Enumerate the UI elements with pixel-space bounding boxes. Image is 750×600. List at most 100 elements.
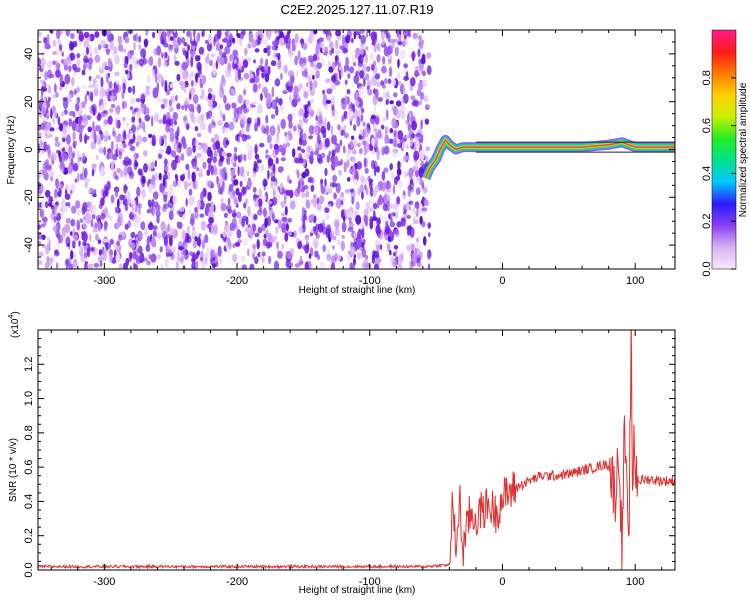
noise-speckle (265, 125, 269, 136)
noise-speckle (197, 107, 201, 113)
noise-speckle (267, 233, 272, 241)
noise-speckle (312, 74, 315, 80)
noise-speckle (158, 172, 162, 181)
snr-panel: -300 -200 -100 0 100 0.0 0.2 0.4 0.6 0.8 1.0 1.2 H… (8, 311, 676, 596)
noise-speckle (387, 32, 391, 43)
noise-speckle (305, 236, 310, 245)
noise-speckle (51, 152, 57, 162)
noise-speckle (353, 231, 358, 239)
noise-speckle (424, 118, 430, 125)
noise-speckle (277, 98, 283, 106)
noise-speckle (170, 150, 177, 158)
noise-speckle (204, 56, 210, 64)
noise-speckle (94, 31, 100, 38)
noise-speckle (147, 56, 153, 66)
noise-speckle (139, 252, 145, 263)
noise-speckle (415, 247, 421, 259)
noise-speckle (48, 169, 55, 177)
noise-speckle (237, 69, 242, 80)
noise-speckle (100, 39, 106, 49)
noise-speckle (246, 143, 252, 151)
noise-speckle (349, 188, 354, 193)
noise-speckle (396, 196, 401, 205)
noise-speckle (272, 212, 275, 222)
noise-speckle (155, 204, 161, 212)
noise-speckle (294, 33, 299, 44)
noise-speckle (60, 111, 65, 117)
noise-speckle (188, 188, 193, 196)
colorbar-tick-label: 0.8 (701, 70, 713, 85)
colorbar-gradient (711, 29, 737, 270)
noise-speckle (353, 257, 356, 266)
noise-speckle (416, 237, 419, 243)
noise-speckle (180, 80, 186, 91)
noise-speckle (249, 103, 252, 109)
noise-speckle (159, 184, 165, 193)
noise-speckle (275, 105, 279, 116)
noise-speckle (324, 137, 330, 148)
noise-speckle (427, 263, 431, 269)
noise-speckle (92, 228, 98, 233)
noise-speckle (334, 39, 340, 49)
noise-speckle (89, 247, 95, 252)
noise-speckle (256, 239, 260, 250)
noise-speckle (334, 49, 341, 55)
noise-speckle (138, 206, 141, 216)
noise-speckle (135, 206, 138, 213)
noise-speckle (420, 160, 425, 169)
noise-speckle (346, 177, 351, 182)
noise-speckle (242, 186, 247, 195)
noise-speckle (65, 202, 70, 207)
noise-speckle (258, 188, 262, 199)
colorbar-tick-label: 0.4 (701, 166, 713, 181)
noise-speckle (97, 112, 101, 122)
noise-speckle (282, 90, 288, 95)
snr-scale-note: (x104) (8, 311, 21, 338)
noise-speckle (285, 223, 289, 232)
noise-speckle (287, 113, 293, 122)
noise-speckle (407, 113, 410, 123)
noise-speckle (49, 73, 55, 79)
noise-speckle (242, 238, 249, 247)
noise-speckle (252, 101, 257, 106)
noise-speckle (424, 103, 430, 108)
noise-speckle (47, 235, 50, 244)
noise-speckle (298, 226, 304, 235)
noise-speckle (365, 46, 369, 51)
noise-speckle (192, 240, 198, 249)
noise-speckle (52, 60, 56, 65)
noise-speckle (163, 166, 169, 172)
noise-speckle (165, 150, 171, 155)
noise-speckle (305, 199, 311, 209)
noise-speckle (137, 230, 143, 242)
noise-speckle (334, 80, 341, 86)
y-tick-label: 0.6 (23, 459, 35, 474)
noise-speckle (154, 160, 157, 168)
noise-speckle (322, 95, 328, 107)
noise-speckle (396, 168, 402, 176)
noise-speckle (93, 189, 97, 195)
noise-speckle (138, 117, 142, 123)
noise-speckle (207, 157, 212, 164)
noise-speckle (262, 251, 266, 257)
noise-speckle (331, 255, 336, 265)
noise-speckle (415, 170, 419, 178)
noise-speckle (113, 46, 118, 55)
noise-speckle (191, 225, 195, 231)
noise-speckle (84, 133, 88, 145)
noise-speckle (296, 169, 300, 179)
noise-speckle (415, 241, 421, 250)
noise-speckle (231, 217, 237, 229)
noise-speckle (349, 262, 354, 269)
noise-speckle (175, 94, 178, 102)
noise-speckle (253, 213, 258, 221)
noise-speckle (103, 220, 108, 232)
noise-speckle (328, 150, 331, 157)
noise-speckle (171, 159, 177, 171)
noise-speckle (404, 135, 410, 140)
noise-speckle (163, 42, 169, 48)
noise-speckle (65, 183, 69, 191)
noise-speckle (144, 227, 149, 234)
noise-speckle (191, 162, 198, 170)
noise-speckle (334, 55, 338, 61)
